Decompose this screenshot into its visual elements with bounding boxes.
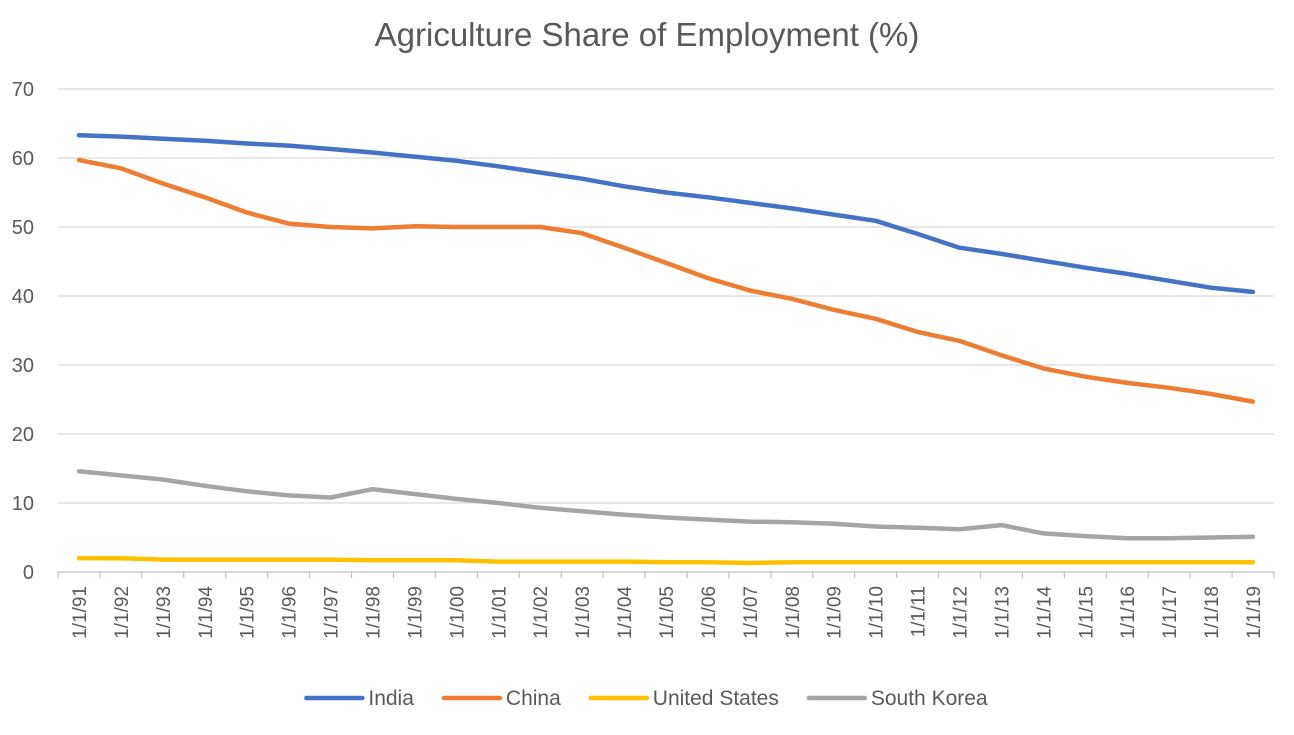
y-tick-label: 30 xyxy=(12,355,34,377)
legend-item-india: India xyxy=(304,687,414,710)
series-line-india xyxy=(76,132,1256,295)
legend-label: United States xyxy=(653,687,779,710)
y-tick-label: 0 xyxy=(23,562,34,584)
legend-label: India xyxy=(368,687,414,710)
x-tick-label: 1/1/09 xyxy=(825,586,846,639)
legend-item-china: China xyxy=(441,687,561,710)
x-tick-label: 1/1/05 xyxy=(657,586,678,639)
x-tick-label: 1/1/91 xyxy=(70,586,91,639)
x-tick-label: 1/1/04 xyxy=(615,586,636,639)
legend-label: China xyxy=(506,687,561,710)
y-axis-ticks: 0 10 20 30 40 50 60 70 xyxy=(12,79,34,584)
x-tick-label: 1/1/11 xyxy=(909,586,930,637)
legend-item-south-korea: South Korea xyxy=(806,687,988,710)
x-tick-label: 1/1/98 xyxy=(363,586,384,639)
x-tick-label: 1/1/18 xyxy=(1202,586,1223,639)
x-tick-label: 1/1/08 xyxy=(783,586,804,639)
y-tick-label: 60 xyxy=(12,148,34,170)
y-tick-label: 10 xyxy=(12,493,34,515)
x-tick-label: 1/1/16 xyxy=(1118,586,1139,639)
x-tick-label: 1/1/97 xyxy=(322,586,343,639)
x-tick-label: 1/1/95 xyxy=(238,586,259,639)
x-tick-label: 1/1/99 xyxy=(405,586,426,639)
y-tick-label: 20 xyxy=(12,424,34,446)
x-tick-label: 1/1/01 xyxy=(489,586,510,639)
x-tick-label: 1/1/15 xyxy=(1076,586,1097,639)
chart-title: Agriculture Share of Employment (%) xyxy=(375,16,920,53)
y-tick-label: 70 xyxy=(12,79,34,101)
series-line-south-korea xyxy=(76,469,1256,541)
y-tick-label: 50 xyxy=(12,217,34,239)
x-tick-label: 1/1/96 xyxy=(280,586,301,639)
legend-item-united-states: United States xyxy=(588,687,779,710)
series-line-china xyxy=(76,157,1256,404)
x-tick-label: 1/1/07 xyxy=(741,586,762,639)
x-tick-label: 1/1/13 xyxy=(992,586,1013,639)
x-tick-label: 1/1/93 xyxy=(154,586,175,639)
series-lines xyxy=(76,132,1256,566)
x-tick-label: 1/1/17 xyxy=(1160,586,1181,639)
y-tick-label: 40 xyxy=(12,286,34,308)
x-tick-label: 1/1/92 xyxy=(112,586,133,639)
series-line-united-states xyxy=(76,555,1256,566)
x-axis-ticks: 1/1/91 1/1/92 1/1/93 1/1/94 1/1/95 1/1/96 1/1/… xyxy=(70,586,1265,639)
x-tick-label: 1/1/12 xyxy=(951,586,972,639)
x-tick-label: 1/1/03 xyxy=(573,586,594,639)
legend: India China United States South Korea xyxy=(304,687,988,710)
legend-label: South Korea xyxy=(871,687,988,710)
x-tick-label: 1/1/02 xyxy=(531,586,552,639)
x-tick-label: 1/1/00 xyxy=(447,586,468,639)
gridlines xyxy=(57,88,1275,578)
x-tick-label: 1/1/94 xyxy=(196,586,217,639)
x-tick-label: 1/1/14 xyxy=(1034,586,1055,639)
x-tick-label: 1/1/06 xyxy=(699,586,720,639)
x-tick-label: 1/1/19 xyxy=(1244,586,1265,639)
x-tick-label: 1/1/10 xyxy=(867,586,888,639)
